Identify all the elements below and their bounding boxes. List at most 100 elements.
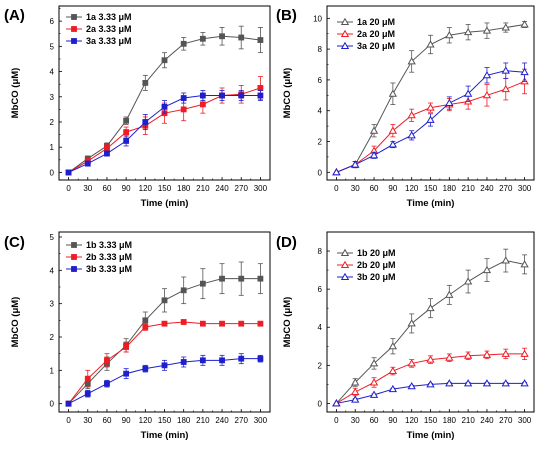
x-tick-label: 120 [405, 416, 419, 425]
data-point [520, 379, 529, 387]
data-point [351, 160, 360, 168]
y-tick-label: 2 [50, 333, 55, 342]
y-tick-label: 0 [50, 168, 55, 177]
x-axis-title: Time (min) [407, 430, 455, 441]
legend-label: 3a 3.33 μM [86, 36, 132, 46]
y-tick-label: 6 [50, 17, 55, 26]
y-tick-label: 1 [50, 366, 55, 375]
x-tick-label: 180 [443, 184, 457, 193]
legend-label: 1a 3.33 μM [86, 12, 132, 22]
data-point [65, 400, 72, 407]
data-point [407, 381, 416, 390]
data-point [445, 30, 454, 39]
data-point [482, 379, 492, 387]
x-tick-label: 300 [254, 184, 268, 193]
legend-marker [340, 272, 350, 280]
legend: 1a 3.33 μM 2a 3.33 μM 3a 3.33 μM [66, 12, 132, 46]
data-point [426, 380, 435, 388]
data-point [426, 103, 435, 111]
y-tick-label: 4 [318, 107, 323, 116]
data-point [463, 277, 473, 285]
series-2 [332, 347, 529, 407]
data-point [501, 256, 510, 264]
data-point [199, 320, 206, 327]
y-axis-title: MbCO (μM) [10, 68, 21, 119]
data-point [407, 131, 416, 139]
y-tick-label: 4 [50, 266, 55, 275]
y-axis-title: MbCO (μM) [10, 297, 21, 348]
x-tick-label: 180 [443, 416, 457, 425]
legend-marker [340, 29, 350, 37]
chart-panel-4: (D) 0 30 60 90 120 150 180 210 240 270 300 0 2 4 6 8 Time… [276, 231, 535, 441]
legend-label: 2b 3.33 μM [86, 252, 132, 262]
data-point [407, 319, 416, 327]
data-point [463, 351, 473, 359]
x-tick-label: 300 [518, 416, 532, 425]
data-point [161, 57, 168, 64]
data-point [199, 92, 206, 99]
panel-tag: (D) [276, 234, 297, 251]
x-axis-title: Time (min) [141, 198, 189, 209]
series-2 [65, 319, 264, 407]
legend-label: 2b 20 μM [357, 260, 396, 270]
data-point [482, 26, 492, 34]
x-tick-label: 180 [177, 416, 191, 425]
x-tick-label: 0 [334, 416, 339, 425]
data-point [123, 370, 130, 377]
data-point [219, 357, 225, 364]
x-tick-label: 90 [388, 416, 397, 425]
data-point [369, 390, 379, 398]
legend-marker [71, 26, 77, 32]
y-tick-label: 4 [318, 323, 323, 332]
y-tick-label: 5 [50, 42, 55, 51]
data-point [463, 27, 473, 36]
data-point [351, 387, 360, 395]
x-tick-label: 60 [370, 416, 379, 425]
y-tick-label: 2 [318, 361, 323, 370]
x-tick-label: 240 [215, 184, 229, 193]
data-point [445, 353, 454, 361]
chart-panel-3: (C) 0 30 60 90 120 150 180 210 240 270 300 0 1 2 3 4 5 Tim… [4, 231, 271, 441]
series-1 [65, 25, 264, 176]
data-point [369, 359, 379, 367]
data-point [332, 167, 341, 176]
data-point [501, 84, 510, 93]
data-point [520, 349, 529, 357]
y-tick-label: 6 [318, 285, 323, 294]
data-point [426, 40, 435, 48]
x-tick-label: 120 [139, 184, 153, 193]
x-tick-label: 210 [461, 416, 475, 425]
y-tick-label: 2 [318, 138, 323, 147]
series-3 [332, 62, 529, 176]
data-point [463, 89, 473, 97]
data-point [501, 349, 510, 357]
data-point [199, 101, 206, 108]
x-tick-label: 180 [177, 184, 191, 193]
data-point [332, 399, 341, 407]
legend: 1b 20 μM 2b 20 μM 3b 20 μM [337, 248, 396, 282]
data-point [369, 378, 379, 386]
data-point [161, 297, 168, 304]
legend: 1b 3.33 μM 2b 3.33 μM 3b 3.33 μM [66, 240, 132, 274]
data-point [426, 115, 435, 123]
y-tick-label: 5 [50, 233, 55, 242]
series-3 [65, 90, 264, 176]
x-tick-label: 150 [424, 184, 438, 193]
legend-marker [71, 254, 77, 260]
data-point [180, 319, 187, 325]
x-tick-label: 60 [103, 416, 112, 425]
x-tick-label: 30 [83, 184, 92, 193]
x-tick-label: 150 [158, 184, 172, 193]
data-point [104, 145, 110, 152]
data-point [219, 92, 225, 99]
legend-marker [340, 248, 350, 256]
legend: 1a 20 μM 2a 20 μM 3a 20 μM [337, 17, 395, 51]
x-tick-label: 270 [235, 416, 249, 425]
data-point [123, 344, 130, 350]
data-point [351, 395, 360, 403]
y-tick-label: 2 [50, 118, 55, 127]
data-point [388, 140, 398, 148]
series-1 [332, 248, 529, 407]
legend-label: 2a 3.33 μM [86, 24, 132, 34]
data-point [426, 303, 435, 312]
